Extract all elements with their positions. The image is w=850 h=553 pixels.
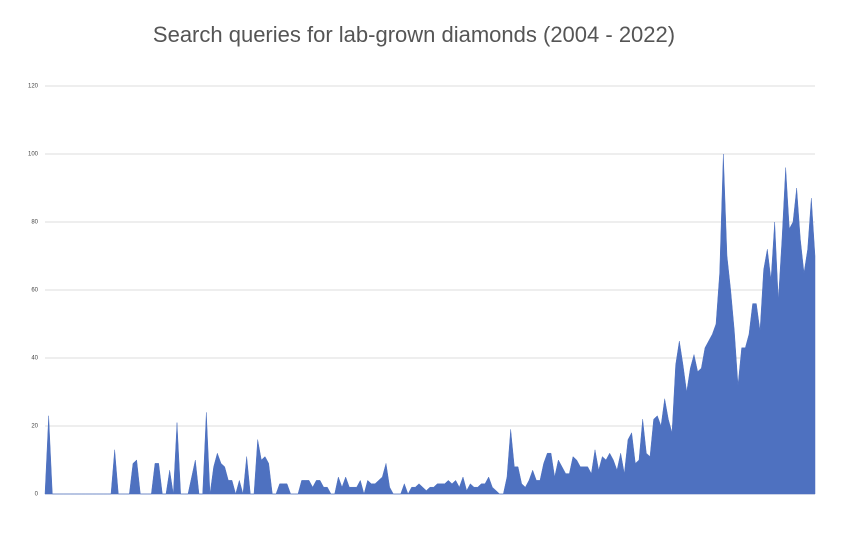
y-tick-label: 20 (31, 424, 38, 430)
area (44, 153, 816, 495)
chart-title: Search queries for lab-grown diamonds (2… (153, 22, 675, 47)
y-tick-label: 100 (28, 152, 39, 158)
y-tick-label: 40 (31, 356, 38, 362)
y-tick-label: 80 (31, 220, 38, 226)
y-tick-label: 0 (35, 492, 39, 498)
y-tick-label: 60 (31, 288, 38, 294)
y-tick-label: 120 (28, 84, 39, 90)
